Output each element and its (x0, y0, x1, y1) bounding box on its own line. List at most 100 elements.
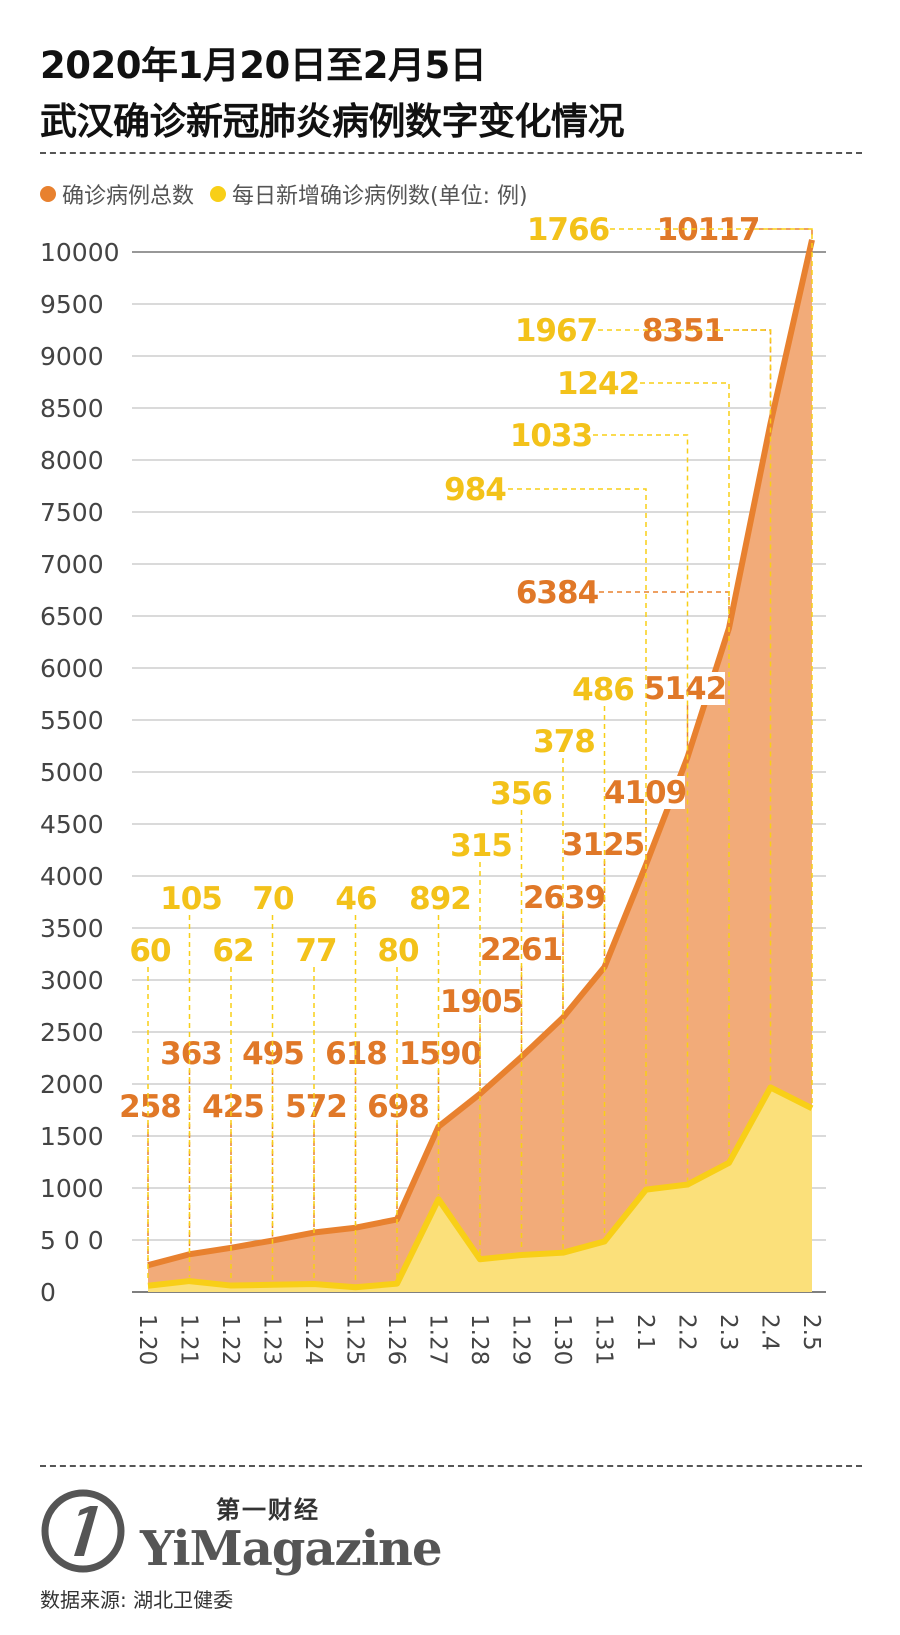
total-label-bg (441, 985, 521, 1018)
daily-value-label: 892 (409, 881, 471, 917)
y-tick-label: 8500 (40, 394, 104, 423)
daily-leader-line (640, 382, 730, 1159)
y-tick-label: 4500 (40, 810, 104, 839)
y-tick-label: 2000 (40, 1070, 104, 1099)
daily-leader-line (610, 228, 813, 1105)
x-tick-label: 2.2 (674, 1314, 700, 1351)
total-value-label: 5142 (644, 671, 726, 707)
x-tick-label: 1.20 (134, 1314, 160, 1365)
total-label-bg (285, 1090, 347, 1123)
area-chart: 0 5 0 0 1000 1500 2000 2500 3000 3500 4000 4500 50… (40, 212, 826, 1365)
x-tick-label: 1.28 (466, 1314, 492, 1365)
x-tick-label: 2.5 (798, 1314, 824, 1351)
daily-value-label: 60 (129, 933, 171, 969)
total-leader-line (725, 329, 772, 420)
title-line-1: 2020年1月20日至2月5日 (40, 44, 487, 87)
daily-value-label: 984 (444, 472, 506, 508)
legend-label-total: 确诊病例总数 (62, 184, 195, 209)
brand-logo: 第一财经 YiMagazine (40, 1488, 442, 1577)
total-value-label: 1590 (399, 1036, 482, 1072)
x-tick-label: 2.4 (757, 1314, 783, 1351)
x-tick-label: 2.3 (715, 1314, 741, 1351)
brand-name-en: YiMagazine (140, 1520, 442, 1577)
total-leader-line (759, 228, 813, 236)
daily-value-label: 356 (490, 776, 552, 812)
legend-item-total: 确诊病例总数 (40, 178, 194, 210)
x-tick-label: 1.25 (342, 1314, 368, 1365)
x-tick-label: 1.23 (259, 1314, 285, 1365)
daily-line (147, 1084, 814, 1291)
chart-title: 2020年1月20日至2月5日 武汉确诊新冠肺炎病例数字变化情况 (40, 38, 625, 150)
daily-value-label: 62 (212, 933, 253, 969)
total-leader-line (599, 591, 730, 625)
total-value-label: 572 (285, 1089, 347, 1125)
total-value-label: 495 (242, 1036, 304, 1072)
y-tick-label: 1000 (40, 1174, 104, 1203)
daily-value-label: 1967 (515, 313, 597, 349)
y-tick-label: 1500 (40, 1122, 104, 1151)
brand-name-cn: 第一财经 (216, 1495, 320, 1524)
y-tick-label: 9000 (40, 342, 104, 371)
total-label-bg (524, 881, 604, 914)
y-tick-label: 6500 (40, 602, 104, 631)
y-tick-label: 7500 (40, 498, 104, 527)
total-label-bg (645, 672, 725, 705)
x-tick-label: 1.24 (300, 1314, 326, 1365)
daily-value-label: 1033 (510, 418, 592, 454)
total-value-label: 258 (119, 1089, 181, 1125)
yimagazine-logo-icon (41, 1489, 125, 1573)
total-label-bg (517, 576, 597, 609)
total-value-label: 6384 (516, 575, 599, 611)
daily-leader-line (508, 488, 647, 1186)
daily-area (148, 1087, 812, 1292)
x-tick-label: 1.22 (217, 1314, 243, 1365)
y-tick-label: 5500 (40, 706, 104, 735)
total-label-bg (160, 1037, 222, 1070)
daily-value-label: 80 (377, 933, 419, 969)
total-label-bg (202, 1090, 264, 1123)
total-line (147, 239, 815, 1269)
total-value-label: 618 (325, 1036, 387, 1072)
title-line-2: 武汉确诊新冠肺炎病例数字变化情况 (40, 100, 625, 143)
total-value-label: 10117 (657, 212, 760, 248)
daily-leader-line (598, 329, 772, 1084)
total-label-bg (367, 1090, 429, 1123)
y-tick-label: 8000 (40, 446, 104, 475)
y-tick-label: 4000 (40, 862, 104, 891)
total-label-bg (119, 1090, 181, 1123)
x-tick-label: 1.21 (176, 1314, 202, 1365)
top-divider (40, 152, 862, 154)
y-tick-label: 3500 (40, 914, 104, 943)
data-source: 数据来源: 湖北卫健委 (40, 1588, 234, 1612)
daily-value-label: 1766 (527, 212, 609, 248)
legend-label-daily: 每日新增确诊病例数(单位: 例) (232, 184, 528, 209)
y-tick-label: 0 (40, 1278, 56, 1307)
daily-value-label: 70 (252, 881, 294, 917)
bottom-divider (40, 1465, 862, 1467)
total-label-bg (400, 1037, 480, 1070)
total-value-label: 363 (160, 1036, 222, 1072)
legend-dot-daily (210, 186, 227, 202)
daily-value-label: 77 (295, 933, 336, 969)
y-tick-label: 5 0 0 (40, 1226, 104, 1255)
total-value-label: 8351 (642, 313, 724, 349)
x-tick-label: 1.30 (549, 1314, 575, 1365)
total-value-label: 698 (367, 1089, 429, 1125)
daily-value-label: 1242 (557, 366, 639, 402)
daily-value-label: 378 (533, 724, 595, 760)
y-tick-label: 5000 (40, 758, 104, 787)
daily-value-label: 46 (335, 881, 376, 917)
x-tick-label: 1.31 (591, 1314, 617, 1365)
total-value-label: 2639 (523, 880, 605, 916)
legend-item-daily: 每日新增确诊病例数(单位: 例) (210, 178, 528, 210)
y-tick-label: 3000 (40, 966, 104, 995)
x-tick-label: 1.26 (383, 1314, 409, 1365)
daily-leader-line (593, 434, 689, 1181)
total-label-bg (605, 776, 685, 809)
total-value-label: 3125 (562, 827, 644, 863)
total-value-label: 4109 (604, 775, 686, 811)
total-label-bg (563, 828, 643, 861)
daily-value-label: 315 (450, 828, 512, 864)
total-value-label: 425 (202, 1089, 264, 1125)
y-tick-label: 10000 (40, 238, 120, 267)
